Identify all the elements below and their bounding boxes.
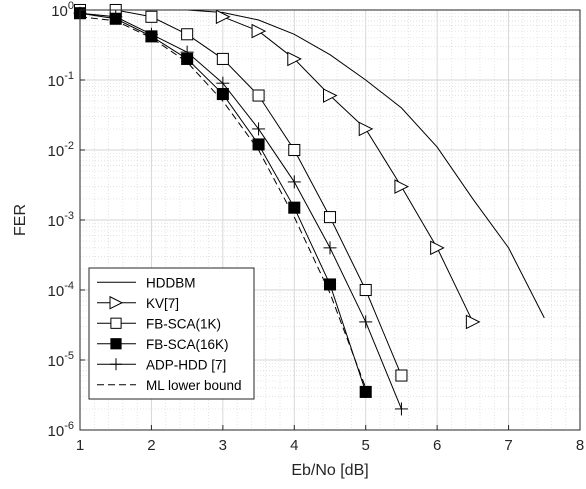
marker-square-open xyxy=(110,317,122,329)
y-tick-label: 10-6 xyxy=(48,420,74,440)
y-tick-label: 10-1 xyxy=(48,70,74,90)
marker-square-open xyxy=(359,283,372,297)
marker-square-open xyxy=(288,143,301,157)
series-6 xyxy=(79,16,367,389)
x-tick-label: 7 xyxy=(504,437,512,454)
legend-box xyxy=(88,267,255,400)
x-tick-labels: 1 2 3 4 5 6 7 8 xyxy=(76,425,584,454)
legend-entry: KV[7] xyxy=(97,296,179,311)
marker-triangle xyxy=(358,121,374,137)
marker-square-filled xyxy=(359,385,372,398)
y-tick-label: 10-2 xyxy=(48,140,74,160)
series-5 xyxy=(73,6,408,416)
marker-square-open xyxy=(181,28,194,41)
y-axis-label: FER xyxy=(12,204,29,236)
legend-label: FB-SCA(16K) xyxy=(146,337,229,352)
legend-label: KV[7] xyxy=(146,296,179,311)
marker-square-filled xyxy=(323,278,337,291)
marker-square-open xyxy=(323,211,337,224)
x-tick-label: 1 xyxy=(76,437,84,454)
legend-label: ADP-HDD [7] xyxy=(146,357,226,372)
series-layer xyxy=(73,3,545,416)
series-2 xyxy=(215,9,481,330)
marker-triangle xyxy=(465,314,481,330)
legend-label: HDDBM xyxy=(146,275,196,290)
marker-square-open xyxy=(395,369,408,382)
legend-label: FB-SCA(1K) xyxy=(146,316,221,331)
legend-entry: FB-SCA(16K) xyxy=(97,337,229,352)
x-tick-label: 5 xyxy=(362,437,370,454)
x-tick-label: 6 xyxy=(433,437,441,454)
marker-square-open xyxy=(252,89,265,102)
x-axis-label: Eb/No [dB] xyxy=(291,462,368,479)
marker-square-filled xyxy=(216,88,229,101)
y-tick-labels: 100 10-1 10-2 10-3 10-4 10-5 10-6 xyxy=(48,0,85,440)
series-line xyxy=(222,16,474,323)
marker-triangle xyxy=(323,88,338,103)
y-tick-label: 10-5 xyxy=(48,350,74,370)
x-tick-label: 8 xyxy=(576,437,584,454)
x-tick-label: 4 xyxy=(290,437,298,454)
marker-square-filled xyxy=(288,201,301,214)
y-tick-label: 10-3 xyxy=(48,210,74,230)
x-tick-label: 3 xyxy=(219,437,227,454)
legend: HDDBM KV[7] FB-SCA(1K) FB-SCA(16K) ADP-HDD [… xyxy=(88,267,255,400)
legend-entry: FB-SCA(1K) xyxy=(97,316,221,331)
series-line xyxy=(79,16,367,389)
marker-square-open xyxy=(216,52,229,65)
legend-entry: HDDBM xyxy=(97,275,196,290)
marker-triangle xyxy=(287,51,302,67)
legend-entry: ML lower bound xyxy=(97,378,242,393)
legend-entry: ADP-HDD [7] xyxy=(97,357,226,372)
marker-triangle xyxy=(109,295,124,310)
y-tick-label: 10-4 xyxy=(48,280,74,300)
series-line xyxy=(80,9,402,376)
marker-square-filled xyxy=(110,338,122,350)
x-tick-label: 2 xyxy=(147,437,155,454)
marker-triangle xyxy=(251,23,267,39)
marker-square-open xyxy=(145,10,158,23)
legend-label: ML lower bound xyxy=(146,378,242,393)
marker-triangle xyxy=(215,9,231,25)
marker-triangle xyxy=(430,240,445,256)
series-line xyxy=(79,12,402,410)
y-tick-label: 100 xyxy=(51,0,74,20)
marker-triangle xyxy=(394,179,410,194)
